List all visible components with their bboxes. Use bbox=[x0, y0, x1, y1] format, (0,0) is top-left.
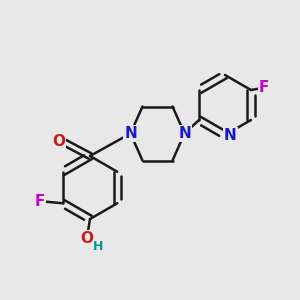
Text: N: N bbox=[124, 126, 137, 141]
Text: H: H bbox=[93, 239, 103, 253]
Text: N: N bbox=[178, 126, 191, 141]
Text: F: F bbox=[34, 194, 45, 209]
Text: O: O bbox=[80, 231, 93, 246]
Text: N: N bbox=[224, 128, 237, 142]
Text: F: F bbox=[258, 80, 269, 94]
Text: O: O bbox=[52, 134, 66, 148]
